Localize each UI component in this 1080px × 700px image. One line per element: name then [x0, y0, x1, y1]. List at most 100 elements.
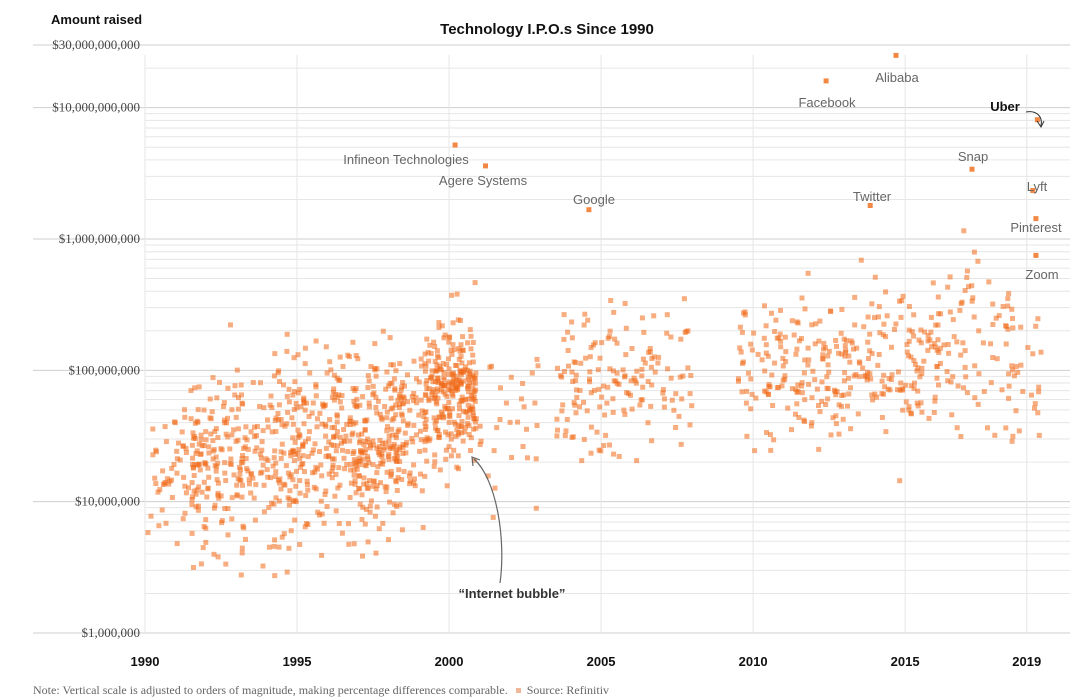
ipo-point: [302, 361, 308, 367]
ipo-point: [492, 485, 498, 491]
ipo-point: [563, 428, 569, 434]
ipo-point: [935, 294, 941, 300]
labeled-ipo-point: [867, 203, 873, 208]
y-tick-label: $30,000,000,000: [52, 37, 140, 52]
ipo-point: [473, 425, 479, 431]
ipo-point: [251, 495, 257, 501]
ipo-point: [461, 408, 467, 414]
ipo-point: [281, 531, 287, 537]
ipo-point: [610, 396, 616, 402]
ipo-point: [561, 312, 567, 318]
ipo-point: [292, 439, 298, 445]
ipo-point: [632, 378, 638, 384]
ipo-point: [243, 456, 249, 461]
ipo-point: [507, 419, 513, 425]
ipo-point: [432, 344, 438, 349]
ipo-point: [407, 407, 413, 413]
ipo-point: [872, 274, 878, 280]
ipo-point: [990, 322, 996, 327]
ipo-point: [189, 480, 195, 486]
ipo-point: [963, 374, 969, 380]
ipo-point: [981, 389, 987, 394]
ipo-point: [327, 359, 333, 365]
ipo-point: [739, 389, 745, 395]
ipo-point: [240, 401, 246, 407]
ipo-point: [652, 369, 658, 375]
ipo-point: [427, 342, 433, 348]
ipo-point: [324, 504, 330, 509]
ipo-point: [962, 364, 968, 370]
ipo-point: [422, 351, 428, 357]
ipo-point: [451, 375, 457, 381]
ipo-point: [639, 397, 645, 403]
ipo-point: [648, 403, 654, 409]
ipo-point: [287, 496, 293, 502]
ipo-point: [411, 398, 416, 404]
ipo-point: [290, 392, 296, 398]
ipo-point: [1013, 364, 1019, 369]
ipo-point: [971, 314, 977, 320]
ipo-point: [209, 409, 215, 415]
ipo-point: [945, 342, 951, 347]
ipo-point: [317, 512, 322, 518]
ipo-point: [578, 360, 584, 366]
ipo-point: [925, 333, 931, 339]
ipo-point: [374, 470, 380, 476]
ipo-point: [370, 438, 376, 444]
ipo-point: [298, 404, 304, 410]
ipo-point: [805, 270, 811, 276]
ipo-point: [243, 536, 248, 542]
ipo-point: [235, 406, 241, 412]
ipo-point: [743, 400, 749, 406]
ipo-point: [468, 333, 474, 339]
ipo-point: [278, 417, 284, 423]
ipo-point: [272, 417, 278, 423]
ipo-point: [183, 490, 189, 496]
ipo-point: [892, 327, 897, 332]
ipo-point: [366, 378, 372, 384]
ipo-point: [462, 429, 468, 435]
ipo-point: [337, 354, 343, 360]
ipo-point: [434, 348, 440, 354]
ipo-point: [471, 394, 477, 400]
ipo-point: [206, 450, 212, 456]
ipo-point: [275, 477, 281, 483]
ipo-point: [227, 461, 233, 467]
ipo-point: [203, 517, 209, 523]
ipo-point: [687, 391, 693, 397]
labeled-ipo-point: [823, 78, 829, 84]
ipo-point: [210, 438, 216, 444]
ipo-point: [276, 544, 282, 550]
ipo-point: [351, 541, 357, 547]
ipo-point: [202, 461, 208, 467]
ipo-point: [323, 445, 329, 451]
ipo-point: [931, 341, 937, 347]
ipo-point: [579, 458, 585, 464]
ipo-point: [326, 471, 332, 477]
scatter-points: [145, 228, 1044, 579]
ipo-point: [382, 404, 388, 409]
ipo-point: [1036, 384, 1042, 390]
ipo-point: [411, 391, 417, 396]
ipo-point: [339, 393, 345, 398]
ipo-point: [809, 322, 815, 328]
ipo-point: [988, 341, 993, 347]
ipo-point: [768, 447, 774, 453]
ipo-point: [459, 394, 465, 400]
ipo-point: [400, 442, 406, 447]
ipo-point: [192, 420, 198, 426]
ipo-point: [183, 450, 189, 455]
ipo-point: [214, 477, 220, 483]
ipo-point: [607, 366, 613, 372]
ipo-point: [335, 485, 341, 491]
ipo-point: [588, 450, 594, 456]
ipo-point: [921, 358, 927, 364]
ipo-point: [450, 406, 455, 412]
ipo-point: [152, 475, 158, 481]
ipo-point: [323, 488, 329, 494]
ipo-point: [936, 382, 941, 388]
ipo-point: [254, 424, 260, 429]
ipo-point: [393, 412, 399, 418]
ipo-point: [774, 335, 780, 341]
ipo-point: [961, 385, 966, 391]
